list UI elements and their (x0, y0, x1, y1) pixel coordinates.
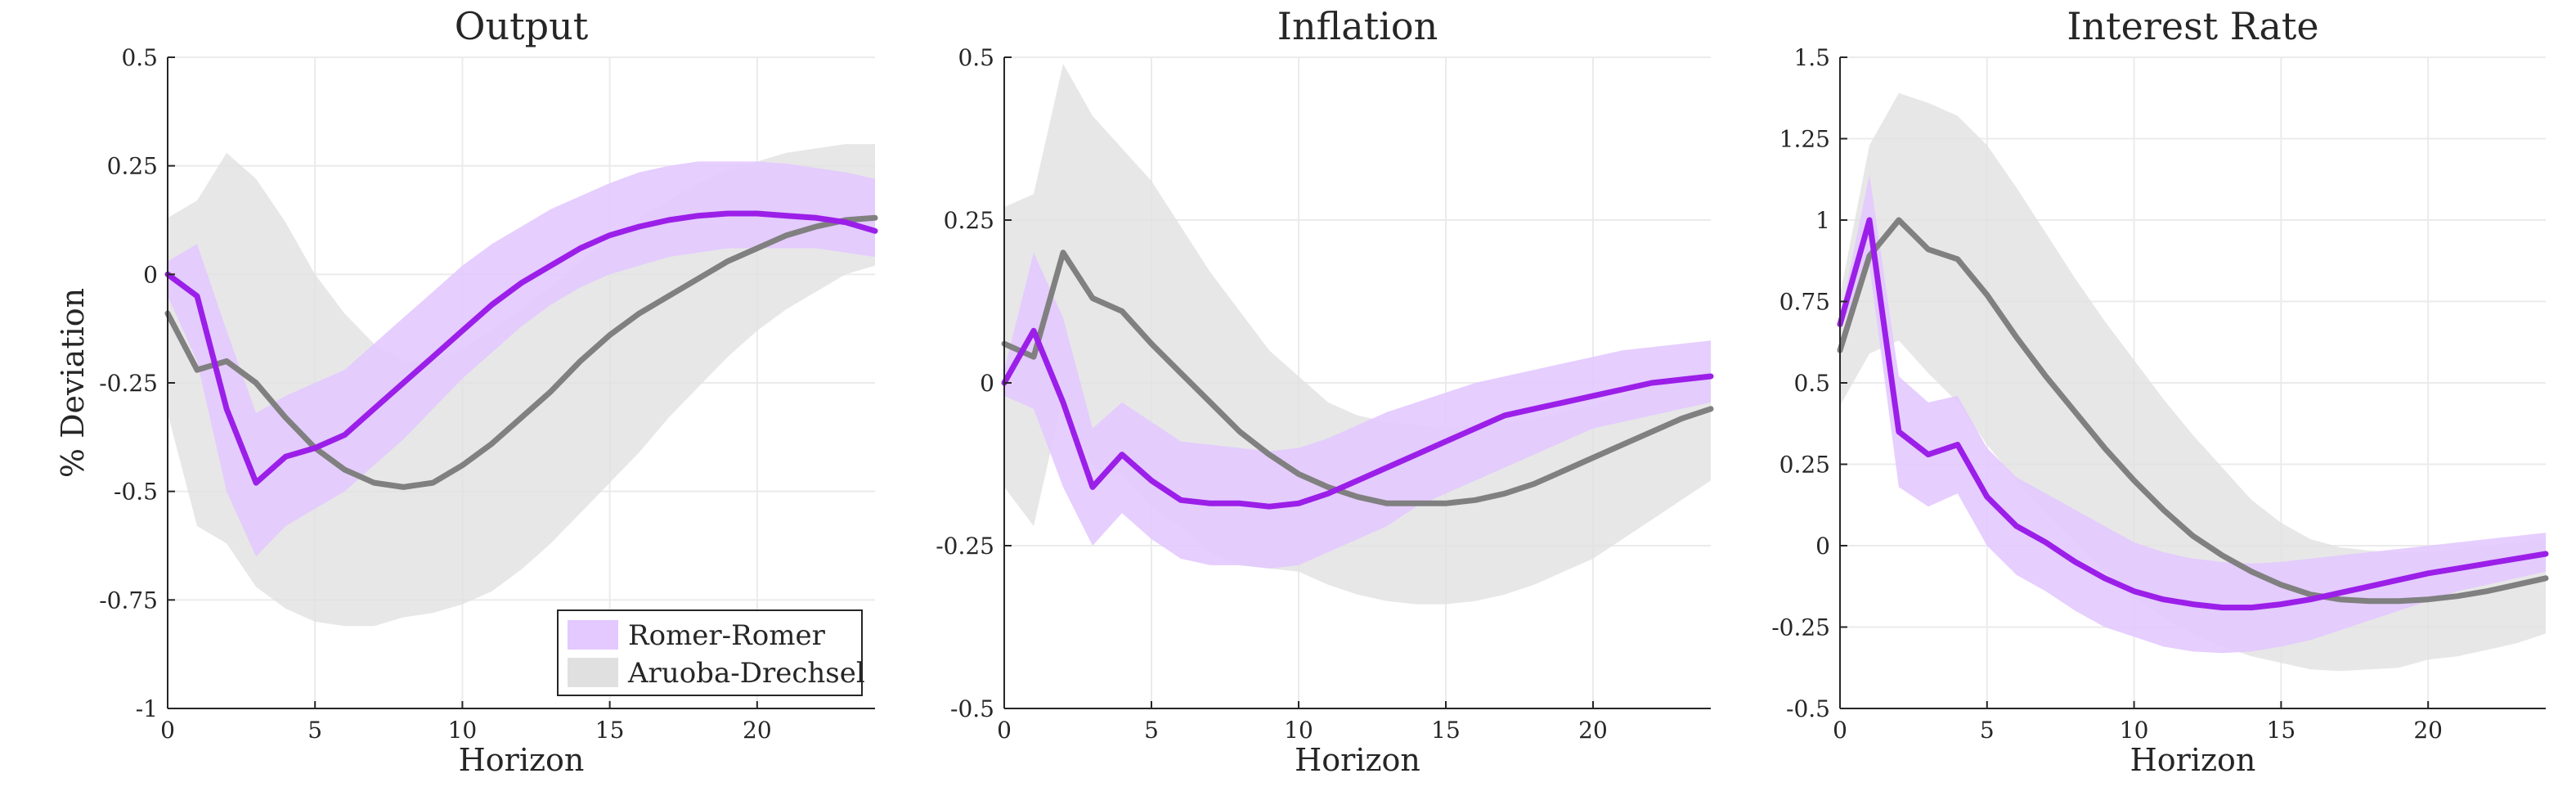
x-tick-label: 10 (448, 717, 478, 744)
x-tick-label: 20 (2413, 717, 2443, 744)
x-axis-label: Horizon (2130, 742, 2256, 778)
legend-swatch (568, 620, 618, 650)
y-tick-label: 0.25 (1779, 452, 1830, 479)
y-tick-label: 0.25 (944, 207, 994, 234)
y-tick-label: 0 (143, 261, 158, 288)
chart-title: Interest Rate (2067, 4, 2318, 48)
legend-swatch (568, 658, 618, 687)
legend: Romer-Romer Aruoba-Drechsel (557, 609, 865, 696)
confidence-band-aruoba-drechsel (1840, 92, 2546, 672)
confidence-band-romer-romer (1840, 174, 2546, 654)
x-tick-label: 5 (1980, 717, 1995, 744)
x-tick-label: 15 (595, 717, 625, 744)
y-tick-label: -0.25 (99, 370, 158, 397)
x-axis-label: Horizon (459, 742, 585, 778)
confidence-band-aruoba-drechsel (168, 144, 875, 627)
chart-title: Output (455, 4, 589, 48)
panel-inflation: 0 5 10 15 20 -0.5 -0.25 0 0.25 0.5 Inflation Horizo… (936, 4, 1714, 778)
y-tick-label: -0.5 (1786, 695, 1830, 722)
y-tick-label: -0.5 (114, 479, 158, 506)
series-line-aruoba-drechsel (1837, 217, 2549, 605)
y-tick-label: 0.5 (1793, 370, 1830, 397)
legend-label: Aruoba-Drechsel (627, 657, 865, 690)
y-tick-label: -0.25 (936, 533, 994, 560)
x-tick-label: 10 (1284, 717, 1313, 744)
x-tick-label: 15 (1431, 717, 1461, 744)
series-line-aruoba-drechsel (1001, 250, 1714, 506)
legend-label: Romer-Romer (628, 619, 826, 652)
chart-title: Inflation (1277, 4, 1438, 48)
x-tick-label: 0 (1833, 717, 1847, 744)
x-tick-label: 5 (1144, 717, 1159, 744)
panel-interest-rate: 0 5 10 15 20 -0.5 -0.25 0 0.25 0.5 0.75 1 1.25 1.5 Int… (1771, 4, 2549, 778)
x-tick-label: 20 (743, 717, 772, 744)
x-axis-label: Horizon (1295, 742, 1420, 778)
x-tick-label: 5 (307, 717, 322, 744)
series-line-romer-romer (164, 210, 878, 486)
y-tick-label: 0 (980, 370, 994, 397)
panel-output: 0 5 10 15 20 -1 -0.75 -0.5 -0.25 0 0.25 0.5 Output Ho… (55, 4, 878, 778)
y-tick-label: 1.25 (1779, 126, 1830, 153)
x-tick-label: 0 (160, 717, 175, 744)
y-tick-label: 0.25 (107, 153, 158, 180)
series-line-romer-romer (1001, 327, 1714, 510)
y-tick-label: 0.75 (1779, 289, 1830, 316)
y-tick-label: 0 (1815, 533, 1830, 560)
x-tick-label: 0 (997, 717, 1012, 744)
y-tick-label: -0.5 (950, 695, 994, 722)
y-tick-label: 0.5 (958, 44, 994, 71)
y-tick-label: 0.5 (121, 44, 158, 71)
confidence-band-romer-romer (1004, 252, 1711, 569)
series-line-romer-romer (1837, 217, 2549, 611)
confidence-band-romer-romer (168, 161, 875, 557)
x-tick-label: 10 (2120, 717, 2149, 744)
y-tick-label: -1 (136, 695, 158, 722)
series-line-aruoba-drechsel (164, 214, 878, 490)
y-tick-label: -0.75 (99, 587, 158, 614)
y-axis-label: % Deviation (55, 288, 91, 478)
x-tick-label: 20 (1578, 717, 1608, 744)
x-tick-label: 15 (2267, 717, 2296, 744)
y-tick-label: 1 (1815, 207, 1830, 234)
y-tick-label: 1.5 (1793, 44, 1830, 71)
y-tick-label: -0.25 (1771, 614, 1830, 641)
